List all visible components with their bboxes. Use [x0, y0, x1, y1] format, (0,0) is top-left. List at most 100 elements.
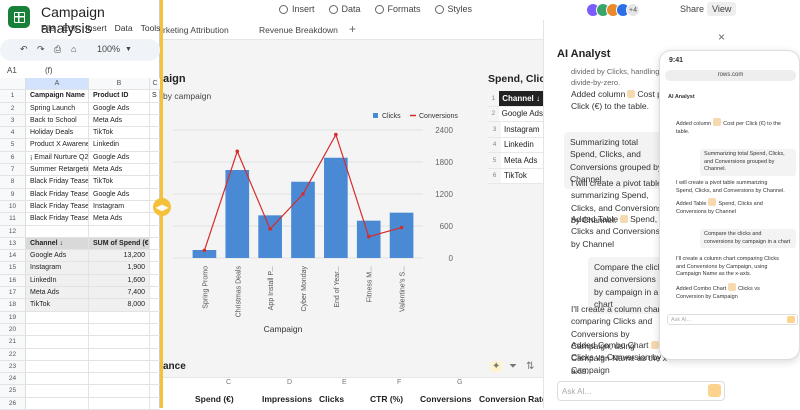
cell[interactable]: 13,200 — [89, 250, 150, 262]
cell[interactable] — [89, 311, 150, 323]
pivot-cell[interactable]: Meta Ads — [504, 155, 538, 165]
cell[interactable]: SUM of Spend (€) — [89, 237, 150, 250]
row-number[interactable]: 3 — [0, 114, 26, 127]
cell[interactable]: Black Friday Tease — [26, 176, 89, 188]
sheet-grid[interactable]: A B C 1 Campaign Name Product ID S 2 Spring L… — [0, 78, 160, 410]
row-number[interactable]: 20 — [0, 323, 26, 336]
cell[interactable] — [150, 262, 160, 273]
insert-menu[interactable]: Insert — [279, 4, 315, 14]
cell[interactable] — [150, 238, 160, 249]
column-header[interactable]: Conversion Rate ( — [479, 394, 552, 404]
document-title[interactable]: Campaign analysis — [41, 4, 105, 36]
cell[interactable] — [150, 152, 160, 163]
data-menu[interactable]: Data — [328, 4, 361, 14]
styles-menu[interactable]: Styles — [434, 4, 472, 14]
share-button[interactable]: Share — [680, 4, 705, 14]
cell[interactable] — [150, 250, 160, 261]
cell[interactable] — [89, 397, 150, 410]
row-number[interactable]: 16 — [0, 274, 26, 287]
pivot-cell[interactable]: Google Ads — [501, 109, 543, 119]
formats-menu[interactable]: Formats — [374, 4, 421, 14]
undo-icon[interactable]: ↶ — [20, 44, 28, 54]
sparkle-icon[interactable]: ✦ — [490, 361, 503, 372]
cell[interactable] — [150, 176, 160, 187]
cell[interactable] — [150, 398, 160, 409]
cell[interactable] — [150, 373, 160, 384]
pivot-row[interactable]: 4 Linkedin — [488, 137, 543, 153]
row-number[interactable]: 17 — [0, 287, 26, 299]
cell[interactable]: Meta Ads — [89, 164, 150, 176]
cell[interactable]: Spring Launch — [26, 102, 89, 114]
close-icon[interactable]: × — [718, 30, 726, 44]
send-button[interactable] — [708, 384, 721, 397]
cell[interactable] — [89, 225, 150, 237]
cell[interactable]: Instagram — [26, 262, 89, 274]
cell[interactable]: Google Ads — [26, 250, 89, 262]
ai-action-target[interactable]: Spend, Clicks and Conversions by Channel — [571, 214, 660, 249]
cell[interactable] — [150, 324, 160, 335]
cell[interactable]: Holiday Deals — [26, 127, 89, 139]
pivot-row[interactable]: 6 TikTok — [488, 168, 543, 184]
column-header[interactable]: Clicks — [319, 394, 345, 404]
redo-icon[interactable]: ↷ — [37, 44, 45, 54]
cell[interactable] — [150, 127, 160, 138]
cell[interactable] — [150, 287, 160, 298]
column-header[interactable]: Impressions — [262, 394, 313, 404]
combo-chart[interactable]: 2400 1800 1200 600 0 Clicks Conversions Spring … — [163, 100, 463, 340]
cell[interactable] — [150, 226, 160, 237]
cell[interactable] — [26, 323, 89, 336]
add-tab-button[interactable]: + — [349, 22, 357, 36]
cell[interactable] — [150, 336, 160, 347]
tab-marketing-attribution[interactable]: rketing Attribution — [163, 25, 229, 35]
cell[interactable] — [26, 225, 89, 237]
menu-edit[interactable]: Edit — [62, 23, 78, 33]
cell[interactable]: 7,400 — [89, 287, 150, 299]
cell[interactable]: Instagram — [89, 200, 150, 213]
cell[interactable]: Channel ↓ — [26, 237, 89, 250]
cell[interactable] — [150, 385, 160, 396]
row-number[interactable]: 2 — [0, 102, 26, 114]
cell[interactable] — [150, 103, 160, 114]
menu-tools[interactable]: Tools — [140, 23, 161, 33]
view-button[interactable]: View — [707, 2, 737, 16]
corner-cell[interactable] — [0, 78, 26, 90]
tab-revenue-breakdown[interactable]: Revenue Breakdown — [259, 25, 338, 35]
cell[interactable]: Google Ads — [89, 102, 150, 114]
cell[interactable] — [89, 323, 150, 336]
phone-ask-ai-input[interactable]: Ask AI... — [667, 314, 798, 325]
row-number[interactable]: 10 — [0, 200, 26, 213]
cell[interactable] — [26, 336, 89, 348]
cell[interactable]: Meta Ads — [89, 114, 150, 127]
drag-handle-icon[interactable]: ◀▶ — [153, 198, 171, 216]
pivot-cell[interactable]: Channel ↓ — [499, 91, 543, 106]
cell[interactable]: Black Friday Tease — [26, 213, 89, 225]
cell[interactable] — [150, 312, 160, 323]
cell[interactable]: TikTok — [26, 299, 89, 311]
phone-send-button[interactable] — [787, 316, 795, 323]
pivot-row[interactable]: 5 Meta Ads — [488, 153, 543, 169]
cell[interactable] — [89, 360, 150, 373]
pivot-table[interactable]: 1 Channel ↓ 2 Google Ads 3 Instagram 4 Linkedin… — [488, 91, 543, 184]
row-number[interactable]: 23 — [0, 360, 26, 373]
cell[interactable]: Google Ads — [89, 188, 150, 200]
pivot-cell[interactable]: Linkedin — [504, 140, 534, 150]
column-header[interactable]: A — [26, 78, 89, 90]
chevron-down-icon[interactable]: ▼ — [125, 46, 132, 53]
cell[interactable]: Black Friday Tease — [26, 188, 89, 200]
cell[interactable] — [26, 373, 89, 385]
cell[interactable] — [150, 275, 160, 286]
cell[interactable] — [89, 336, 150, 348]
cell[interactable]: Product ID — [89, 90, 150, 102]
cell[interactable]: Meta Ads — [89, 213, 150, 225]
cell[interactable]: TikTok — [89, 176, 150, 188]
cell[interactable] — [89, 373, 150, 385]
cell[interactable] — [26, 385, 89, 397]
menu-data[interactable]: Data — [114, 23, 133, 33]
column-header[interactable]: B — [89, 78, 150, 90]
cell[interactable]: Summer Retargeting — [26, 164, 89, 176]
row-number[interactable]: 12 — [0, 225, 26, 237]
avatar-more-count[interactable]: +4 — [626, 3, 640, 17]
cell[interactable]: LinkedIn — [26, 274, 89, 287]
cell[interactable]: 1,600 — [89, 274, 150, 287]
row-number[interactable]: 26 — [0, 397, 26, 410]
